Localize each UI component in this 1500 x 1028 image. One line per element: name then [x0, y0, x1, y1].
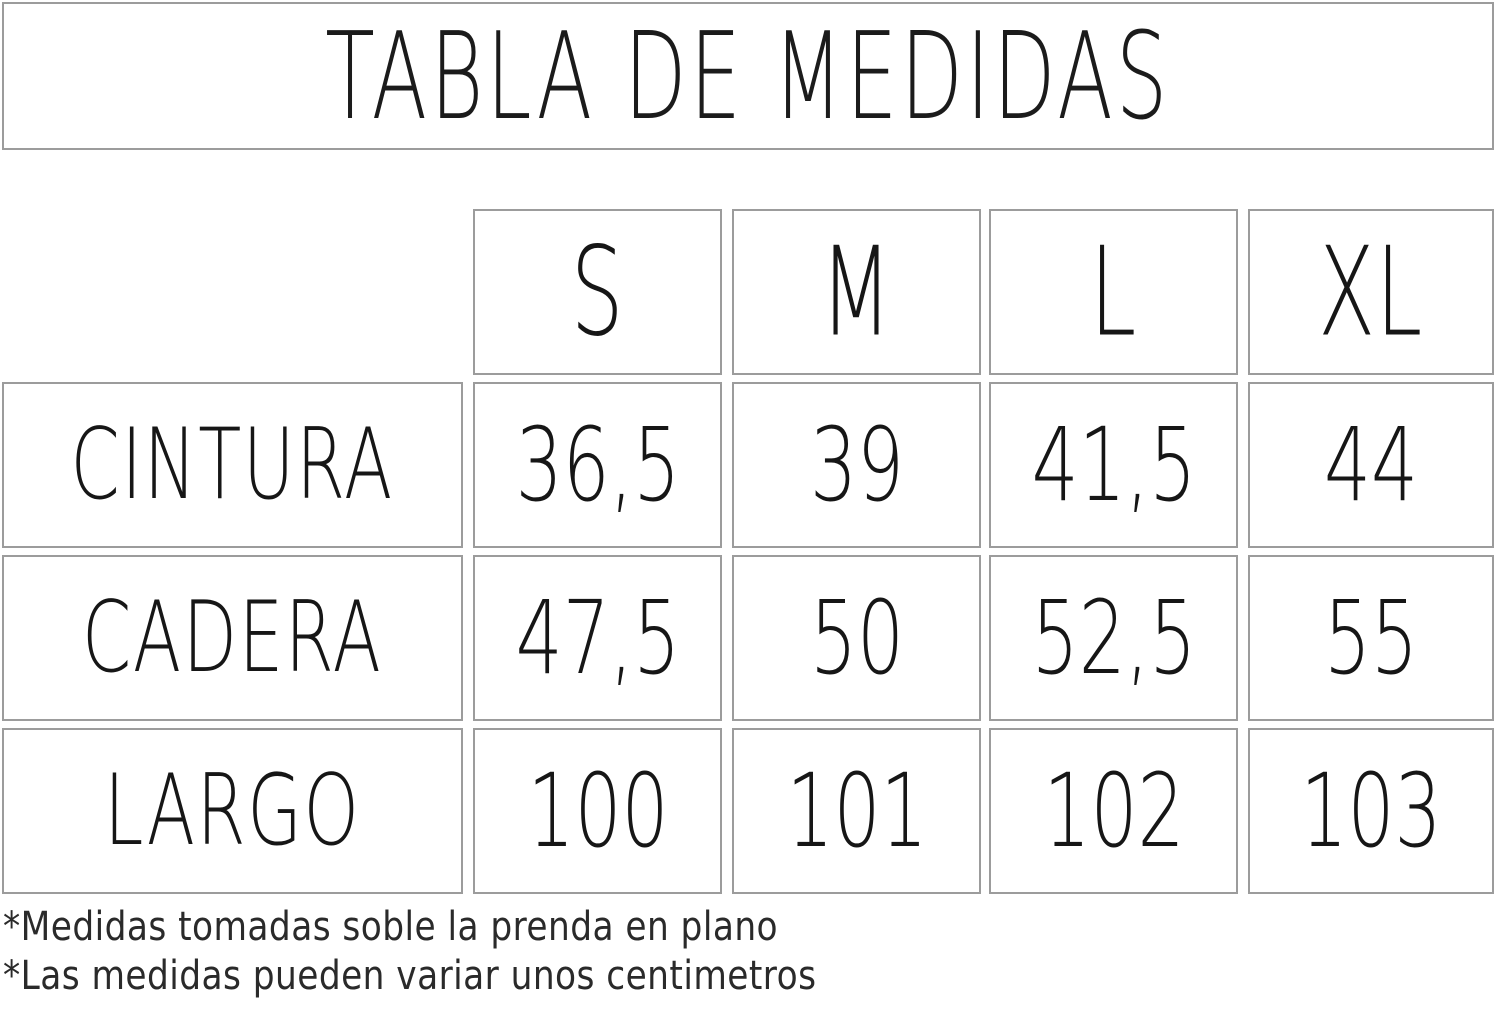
size-header-label-m: M: [820, 220, 893, 364]
measurement-value: 50: [809, 577, 904, 698]
size-measurements-table: S M L XL CINTURA 36,5 39 41,5 44 CAD: [0, 205, 1500, 895]
footnote-measurement-tolerance: *Las medidas pueden variar unos centimet…: [3, 952, 817, 999]
size-header-cell-s: S: [473, 209, 722, 375]
footnotes: *Medidas tomadas soble la prenda en plan…: [3, 903, 1003, 1001]
measurement-label-cell: LARGO: [2, 728, 463, 894]
measurement-label: CINTURA: [70, 408, 395, 522]
measurement-label-cell: CADERA: [2, 555, 463, 721]
measurement-value: 101: [785, 750, 928, 871]
measurement-value-cell: 52,5: [989, 555, 1238, 721]
table-header-row: S M L XL: [0, 209, 1500, 377]
table-row: CINTURA 36,5 39 41,5 44: [0, 382, 1500, 550]
measurement-value-cell: 103: [1248, 728, 1494, 894]
measurement-value-cell: 101: [732, 728, 981, 894]
measurement-value: 47,5: [515, 577, 680, 698]
measurement-label: CADERA: [82, 581, 383, 695]
measurement-value: 55: [1323, 577, 1419, 698]
measurement-value-cell: 102: [989, 728, 1238, 894]
measurement-value: 103: [1300, 750, 1442, 871]
size-header-cell-l: L: [989, 209, 1238, 375]
measurement-value-cell: 50: [732, 555, 981, 721]
measurement-value: 100: [526, 750, 669, 871]
measurement-value-cell: 36,5: [473, 382, 722, 548]
measurement-value: 36,5: [515, 404, 680, 525]
header-corner-cell: [2, 209, 463, 375]
measurement-label-cell: CINTURA: [2, 382, 463, 548]
measurement-value: 52,5: [1031, 577, 1196, 698]
table-row: CADERA 47,5 50 52,5 55: [0, 555, 1500, 723]
measurement-value-cell: 39: [732, 382, 981, 548]
size-header-cell-m: M: [732, 209, 981, 375]
measurement-value-cell: 47,5: [473, 555, 722, 721]
table-row: LARGO 100 101 102 103: [0, 728, 1500, 896]
measurement-value-cell: 100: [473, 728, 722, 894]
title-box: TABLA DE MEDIDAS: [2, 2, 1494, 150]
size-header-label-s: S: [570, 220, 625, 364]
size-header-cell-xl: XL: [1248, 209, 1494, 375]
measurement-label: LARGO: [104, 754, 361, 868]
measurement-value: 39: [809, 404, 904, 525]
measurement-value-cell: 44: [1248, 382, 1494, 548]
footnote-measurement-method: *Medidas tomadas soble la prenda en plan…: [3, 904, 779, 950]
page-title: TABLA DE MEDIDAS: [325, 5, 1171, 147]
measurement-value: 41,5: [1031, 404, 1196, 525]
measurement-value: 44: [1323, 404, 1419, 525]
measurement-value-cell: 55: [1248, 555, 1494, 721]
size-header-label-xl: XL: [1318, 220, 1424, 364]
size-header-label-l: L: [1089, 220, 1138, 364]
measurement-value-cell: 41,5: [989, 382, 1238, 548]
measurement-value: 102: [1042, 750, 1185, 871]
